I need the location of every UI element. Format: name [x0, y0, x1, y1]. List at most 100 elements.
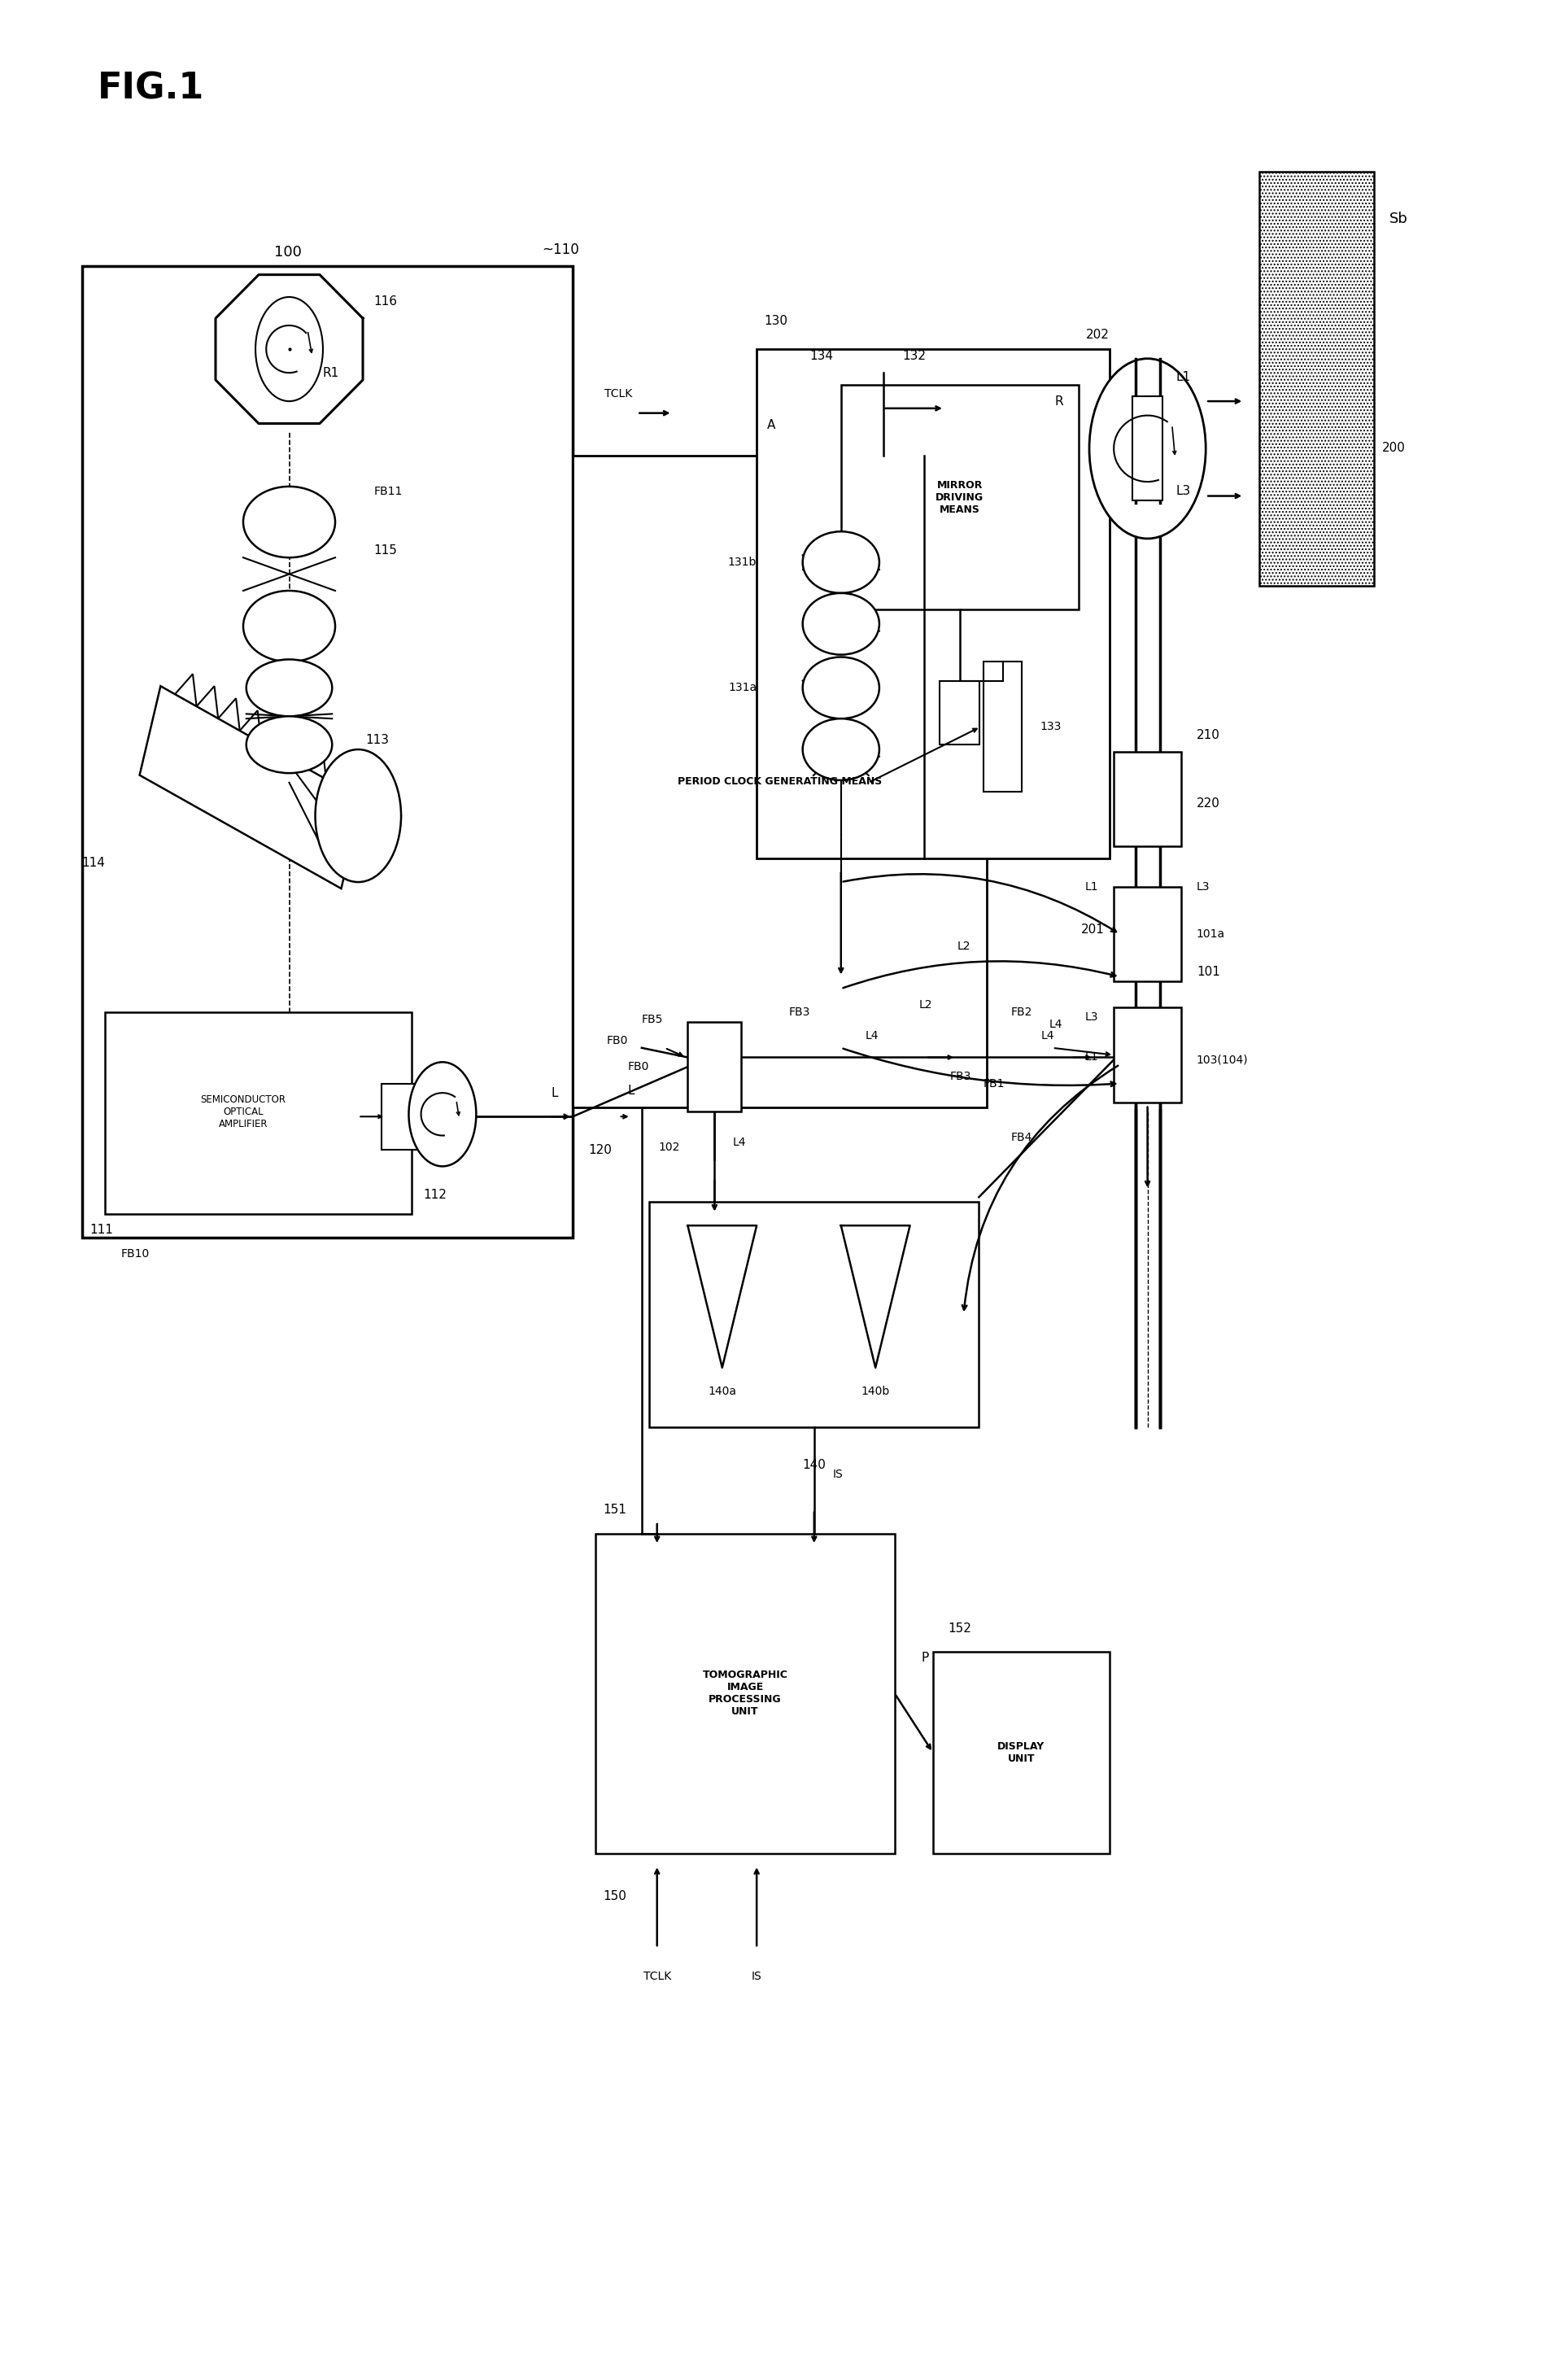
Bar — [650, 1202, 979, 1428]
Bar — [139, 685, 363, 888]
Text: 114: 114 — [82, 857, 105, 869]
Text: FB0: FB0 — [607, 1035, 628, 1047]
Text: 102: 102 — [659, 1142, 679, 1152]
Bar — [933, 1652, 1109, 1854]
Text: FB5: FB5 — [642, 1014, 664, 1026]
Polygon shape — [216, 274, 363, 424]
Text: Sb: Sb — [1390, 212, 1408, 226]
Text: 200: 200 — [1382, 443, 1405, 455]
Text: 202: 202 — [1085, 328, 1109, 340]
Text: L3: L3 — [1175, 486, 1190, 497]
Bar — [1113, 1007, 1181, 1102]
Text: PERIOD CLOCK GENERATING MEANS: PERIOD CLOCK GENERATING MEANS — [678, 776, 882, 788]
Text: 103(104): 103(104) — [1197, 1054, 1248, 1066]
Bar — [984, 662, 1022, 793]
Circle shape — [409, 1061, 476, 1166]
Text: 101: 101 — [1197, 966, 1220, 978]
Ellipse shape — [803, 719, 879, 781]
Text: 132: 132 — [902, 350, 926, 362]
Ellipse shape — [803, 531, 879, 593]
Text: DISPLAY
UNIT: DISPLAY UNIT — [997, 1742, 1045, 1764]
Text: ~110: ~110 — [542, 243, 579, 257]
Text: TCLK: TCLK — [644, 1971, 672, 1983]
FancyArrowPatch shape — [843, 873, 1116, 931]
Text: 120: 120 — [588, 1145, 611, 1157]
Text: TCLK: TCLK — [605, 388, 633, 400]
Text: 115: 115 — [374, 545, 397, 557]
Circle shape — [255, 298, 323, 402]
Text: FB3: FB3 — [789, 1007, 811, 1019]
Text: L: L — [627, 1085, 635, 1097]
Text: R: R — [1055, 395, 1064, 407]
Text: 140: 140 — [803, 1459, 826, 1471]
Text: 100: 100 — [273, 245, 301, 259]
Text: SEMICONDUCTOR
OPTICAL
AMPLIFIER: SEMICONDUCTOR OPTICAL AMPLIFIER — [201, 1095, 286, 1130]
Text: 130: 130 — [764, 314, 787, 326]
Text: TOMOGRAPHIC
IMAGE
PROCESSING
UNIT: TOMOGRAPHIC IMAGE PROCESSING UNIT — [703, 1671, 787, 1716]
Text: L1: L1 — [1085, 1052, 1098, 1064]
Text: L2: L2 — [957, 940, 970, 952]
Text: L4: L4 — [733, 1138, 746, 1147]
Text: FB3: FB3 — [950, 1071, 971, 1083]
Ellipse shape — [803, 657, 879, 719]
Circle shape — [315, 750, 401, 883]
Text: A: A — [767, 419, 775, 431]
Text: L: L — [551, 1088, 557, 1100]
Ellipse shape — [803, 593, 879, 655]
Text: 201: 201 — [1081, 923, 1104, 935]
Text: FB11: FB11 — [374, 486, 403, 497]
Text: 112: 112 — [423, 1188, 446, 1202]
FancyArrowPatch shape — [843, 1050, 1115, 1085]
Text: IS: IS — [752, 1971, 761, 1983]
Text: 152: 152 — [948, 1623, 971, 1635]
Bar — [1113, 752, 1181, 847]
Text: 150: 150 — [604, 1890, 627, 1902]
Polygon shape — [687, 1226, 757, 1368]
Text: FIG.1: FIG.1 — [97, 71, 204, 107]
Bar — [1260, 171, 1374, 585]
Ellipse shape — [244, 590, 335, 662]
Text: P: P — [922, 1652, 929, 1664]
Text: L4: L4 — [1041, 1031, 1055, 1042]
Bar — [757, 350, 1109, 859]
Text: FB0: FB0 — [628, 1061, 650, 1073]
Text: 134: 134 — [809, 350, 834, 362]
Text: 210: 210 — [1197, 728, 1220, 740]
Text: FB10: FB10 — [120, 1247, 150, 1259]
Text: L4: L4 — [1048, 1019, 1062, 1031]
Text: FB2: FB2 — [1011, 1007, 1033, 1019]
Text: L2: L2 — [919, 1000, 933, 1012]
Bar — [841, 386, 1079, 609]
Ellipse shape — [244, 486, 335, 557]
FancyArrowPatch shape — [843, 962, 1115, 988]
Text: 140a: 140a — [709, 1385, 736, 1397]
Text: MIRROR
DRIVING
MEANS: MIRROR DRIVING MEANS — [936, 481, 984, 514]
Text: L3: L3 — [1085, 1012, 1098, 1023]
Text: L4: L4 — [865, 1031, 879, 1042]
Text: 220: 220 — [1197, 797, 1220, 809]
Text: 101a: 101a — [1197, 928, 1224, 940]
Text: FB4: FB4 — [1011, 1133, 1033, 1142]
Text: IS: IS — [832, 1468, 843, 1480]
Polygon shape — [841, 1226, 909, 1368]
Text: 113: 113 — [366, 733, 389, 745]
Text: FB1: FB1 — [984, 1078, 1005, 1090]
FancyArrowPatch shape — [962, 1066, 1118, 1309]
Bar — [573, 455, 987, 1107]
Ellipse shape — [247, 659, 332, 716]
Bar — [940, 681, 980, 745]
Text: 111: 111 — [90, 1223, 113, 1235]
Bar — [687, 1021, 741, 1111]
Text: 116: 116 — [374, 295, 397, 307]
Bar — [381, 1083, 420, 1150]
Text: L1: L1 — [1085, 881, 1098, 892]
Bar — [1132, 397, 1163, 500]
Bar — [1113, 888, 1181, 981]
Text: 131b: 131b — [727, 557, 757, 569]
Text: R1: R1 — [323, 367, 340, 378]
Bar — [82, 267, 573, 1238]
Bar — [105, 1012, 412, 1214]
Text: L1: L1 — [1175, 371, 1190, 383]
Circle shape — [1089, 359, 1206, 538]
Text: 131a: 131a — [729, 683, 757, 693]
